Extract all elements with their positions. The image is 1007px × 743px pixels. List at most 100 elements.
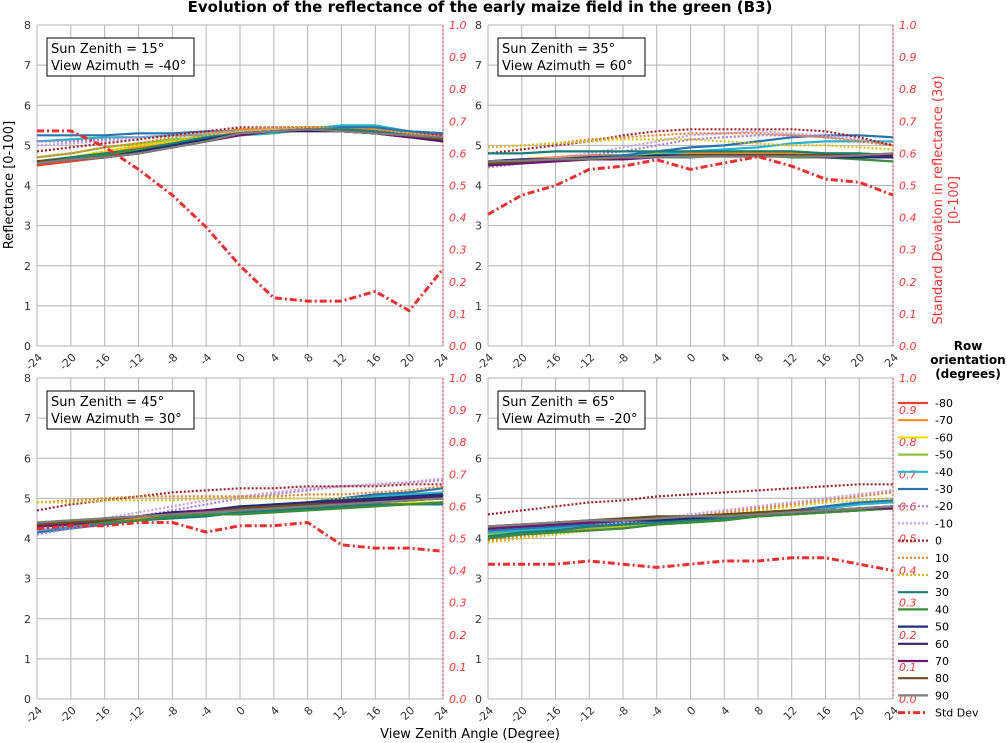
series-line--20 <box>487 134 894 169</box>
y2-tick-label: 1.0 <box>899 19 917 32</box>
y2-tick-label: 1.0 <box>899 372 917 385</box>
y2-tick-label: 0.3 <box>899 597 917 610</box>
x-tick-label: -16 <box>542 351 564 373</box>
y2-tick-label: 0.6 <box>899 147 917 160</box>
y2-tick-label: 0.2 <box>449 629 467 642</box>
x-tick-label: -24 <box>474 351 496 373</box>
series-line-Std Dev <box>36 521 444 553</box>
x-tick-label: 20 <box>398 351 417 370</box>
y-tick-label: 0 <box>24 340 31 353</box>
legend-label--50: -50 <box>935 449 953 462</box>
y2-tick-label: 0.7 <box>449 468 467 481</box>
legend-label-20: 20 <box>935 569 949 582</box>
y-tick-label: 2 <box>24 260 31 273</box>
series-line-30 <box>488 150 894 157</box>
legend-label--40: -40 <box>935 466 953 479</box>
series-line-20 <box>487 138 894 151</box>
x-tick-label: 20 <box>848 351 867 370</box>
y2-tick-label: 0.2 <box>899 629 917 642</box>
y-tick-label: 0 <box>475 340 482 353</box>
y2-tick-label: 0.1 <box>899 661 917 674</box>
legend-label-70: 70 <box>935 655 949 668</box>
y-tick-label: 7 <box>475 412 482 425</box>
x-tick-label: 4 <box>268 351 282 365</box>
x-tick-label: 12 <box>781 704 800 723</box>
x-tick-label: 16 <box>815 704 834 723</box>
legend-label--60: -60 <box>935 431 953 444</box>
y-tick-label: 8 <box>475 372 482 385</box>
x-tick-label: -8 <box>614 351 631 368</box>
x-tick-label: 4 <box>718 704 732 718</box>
x-tick-label: -12 <box>125 351 147 373</box>
panel-annotation-box <box>497 390 646 430</box>
y-tick-label: 2 <box>475 613 482 626</box>
legend-label-90: 90 <box>935 689 949 702</box>
legend-label-30: 30 <box>935 586 949 599</box>
y-tick-label: 1 <box>475 300 482 313</box>
panel-3: 0123456780.00.10.20.30.40.50.60.70.80.91… <box>23 372 466 726</box>
panel-annotation-box <box>497 37 646 77</box>
y2-tick-label: 0.9 <box>449 51 467 64</box>
y2-tick-label: 0.5 <box>449 533 467 546</box>
panel-4: 0123456780.00.10.20.30.40.50.60.70.80.91… <box>474 372 916 726</box>
x-tick-label: -16 <box>91 351 113 373</box>
y-tick-label: 6 <box>24 99 31 112</box>
legend-label-40: 40 <box>935 603 949 616</box>
x-tick-label: 24 <box>432 704 451 723</box>
legend-label--30: -30 <box>935 483 953 496</box>
x-tick-label: 20 <box>398 704 417 723</box>
x-tick-label: 12 <box>781 351 800 370</box>
panel-annotation-text: Sun Zenith = 35° <box>502 42 615 57</box>
legend-label-50: 50 <box>935 621 949 634</box>
y-tick-label: 2 <box>24 613 31 626</box>
y-tick-label: 8 <box>24 19 31 32</box>
legend-title: Row <box>954 339 983 353</box>
x-tick-label: 16 <box>364 351 383 370</box>
y2-tick-label: 0.9 <box>899 51 917 64</box>
y-tick-label: 3 <box>475 573 482 586</box>
x-tick-label: 20 <box>848 704 867 723</box>
x-tick-label: -20 <box>57 351 79 373</box>
y-tick-label: 0 <box>475 693 482 706</box>
x-tick-label: -4 <box>197 351 214 368</box>
y2-tick-label: 0.4 <box>449 212 467 225</box>
x-tick-label: -4 <box>197 704 214 721</box>
series-line-0 <box>36 126 444 153</box>
right-axis-label: Standard Deviation in reflectance (3σ)[0… <box>931 75 962 324</box>
series-line--10 <box>487 130 894 167</box>
panel-annotation-text: View Azimuth = -40° <box>51 59 186 74</box>
y-tick-label: 7 <box>24 59 31 72</box>
x-tick-label: 12 <box>331 351 350 370</box>
x-tick-label: 4 <box>718 351 732 365</box>
x-tick-label: 8 <box>302 351 316 365</box>
series-line-Std Dev <box>37 129 445 313</box>
x-tick-label: -12 <box>125 704 147 726</box>
y2-tick-label: 0.0 <box>899 340 917 353</box>
y2-tick-label: 0.2 <box>449 276 467 289</box>
y2-tick-label: 0.9 <box>449 404 467 417</box>
series-line-Std Dev <box>487 155 894 216</box>
y2-tick-label: 0.9 <box>899 404 917 417</box>
x-tick-label: -8 <box>164 351 181 368</box>
panel-annotation-box <box>46 37 195 77</box>
legend-label-60: 60 <box>935 638 949 651</box>
chart-title: Evolution of the reflectance of the earl… <box>188 0 773 16</box>
y-tick-label: 5 <box>475 139 482 152</box>
panel-annotation-text: View Azimuth = -20° <box>502 412 637 427</box>
x-tick-label: -12 <box>575 704 597 726</box>
x-tick-label: 4 <box>268 704 282 718</box>
x-tick-label: 8 <box>752 351 766 365</box>
legend-label-80: 80 <box>935 672 949 685</box>
panel-2: 0123456780.00.10.20.30.40.50.60.70.80.91… <box>474 19 916 373</box>
y-axis-label: Reflectance [0-100] <box>2 121 17 249</box>
x-tick-label: 0 <box>234 704 248 718</box>
y2-tick-label: 0.5 <box>899 180 917 193</box>
y2-tick-label: 0.3 <box>449 597 467 610</box>
x-tick-label: -16 <box>542 704 564 726</box>
x-tick-label: -12 <box>575 351 597 373</box>
y2-tick-label: 0.6 <box>449 147 467 160</box>
legend-label-Std Dev: Std Dev <box>935 707 979 720</box>
x-tick-label: -20 <box>508 704 530 726</box>
